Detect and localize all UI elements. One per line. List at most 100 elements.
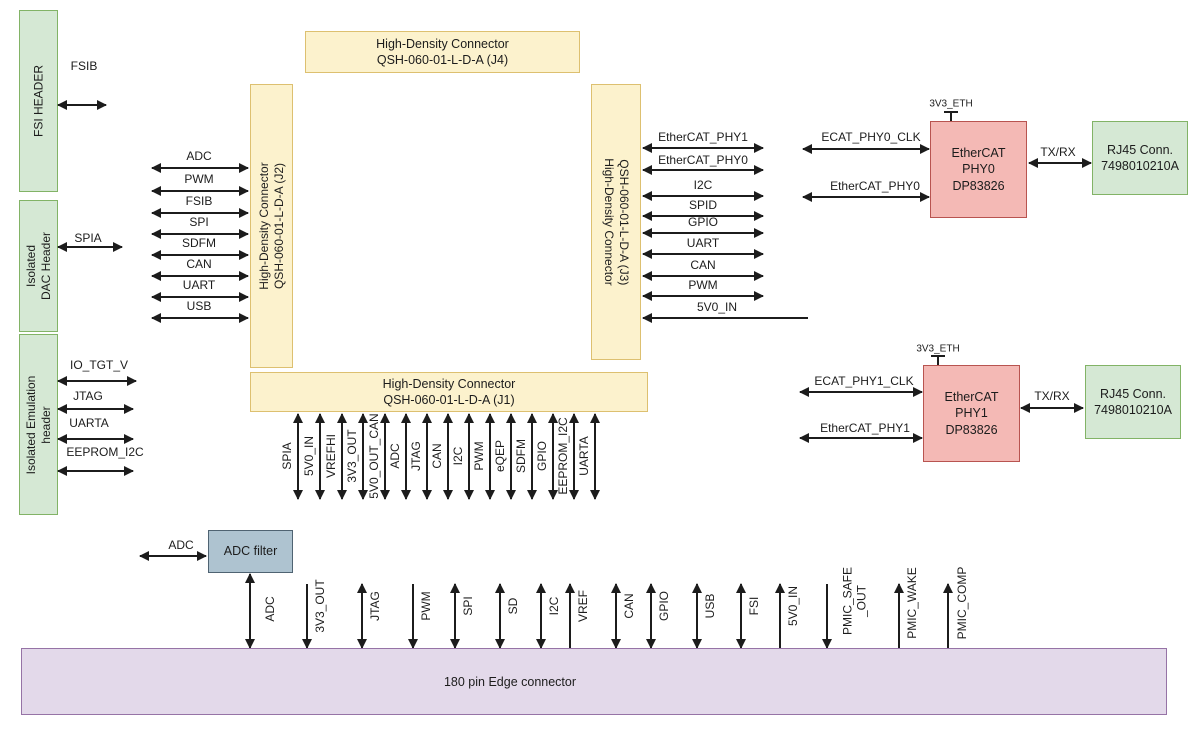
isolated-dac-header-box: Isolated DAC Header [19,200,58,332]
j2-signal-sdfm: SDFM [182,236,216,250]
j2-arrow-spi [151,229,249,239]
j1-arrow-i2c [464,413,474,500]
edge-arrow-i2c [536,583,546,649]
j2-signal-pwm: PWM [184,172,214,186]
j3-signal-uart: UART [686,236,720,250]
edge-signal-3v3-out: 3V3_OUT [313,579,327,633]
edge-arrow-sd [495,583,505,649]
io-tgt-v-arrow [57,376,137,386]
edge-signal-pmic-safe-out: PMIC_SAFE _OUT [840,566,869,636]
j2-arrow-can [151,271,249,281]
phy0-txrx-label: TX/RX [1040,145,1076,159]
j3-signal-can: CAN [690,258,716,272]
jtag-emulation-label: JTAG [73,389,103,403]
j1-arrow-sdfm [527,413,537,500]
uarta-emulation-arrow [57,434,134,444]
jtag-emulation-arrow [57,404,134,414]
j3-arrow-ethercat-phy0 [642,165,764,175]
edge-arrow-spi [450,583,460,649]
adc-edge-label: ADC [263,596,277,622]
j1-arrow-5v0-in [315,413,325,500]
j3-arrow-ethercat-phy1 [642,143,764,153]
edge-connector-label: 180 pin Edge connector [443,675,577,689]
j1-signal-pwm: PWM [472,441,486,471]
adc-filter-box: ADC filter [208,530,293,573]
eeprom-i2c-label: EEPROM_I2C [66,445,144,459]
edge-signal-can: CAN [622,593,636,619]
ecat-phy0-clk-label: ECAT_PHY0_CLK [821,130,921,144]
phy1-power-rail-label: 3V3_ETH [916,343,960,355]
j2-signal-fsib: FSIB [185,194,213,208]
connector-j4-box: High-Density Connector QSH-060-01-L-D-A … [305,31,580,73]
edge-signal-spi: SPI [461,596,475,616]
j3-arrow-can [642,271,764,281]
fsib-signal-label: FSIB [70,59,98,73]
j1-signal-gpio: GPIO [535,440,549,472]
edge-arrow-5v0-in [775,583,785,648]
j2-arrow-fsib [151,208,249,218]
j1-arrow-eqep [506,413,516,500]
j1-arrow-jtag [422,413,432,500]
j3-arrow-spid [642,211,764,221]
j3-signal-ethercat-phy0: EtherCAT_PHY0 [658,153,748,167]
edge-signal-jtag: JTAG [368,591,382,621]
j1-arrow-can [443,413,453,500]
j1-signal-i2c: I2C [451,446,465,466]
edge-arrow-3v3-out [302,584,312,649]
edge-arrow-vref [565,583,575,648]
edge-signal-fsi: FSI [747,596,761,616]
phy1-power-stem [937,355,939,365]
ecat-phy1-clk-label: ECAT_PHY1_CLK [814,374,914,388]
edge-signal-vref: VREF [576,589,590,623]
spia-signal-label: SPIA [74,231,102,245]
j1-signal-eqep: eQEP [493,439,507,473]
connector-j4-title: High-Density Connector [376,36,509,51]
j3-arrow-i2c [642,191,764,201]
j1-arrow-adc [401,413,411,500]
edge-signal-i2c: I2C [547,596,561,616]
j3-signal-ethercat-phy1: EtherCAT_PHY1 [658,130,748,144]
edge-arrow-fsi [736,583,746,649]
phy0-rj45-box: RJ45 Conn. 7498010210A [1092,121,1188,195]
connector-j3-box: High-Density Connector QSH-060-01-L-D-A … [591,84,641,360]
fsi-header-label: FSI HEADER [31,64,45,138]
edge-signal-pmic-wake: PMIC_WAKE [905,567,919,639]
uarta-emulation-label: UARTA [69,416,109,430]
connector-j2-box: High-Density Connector QSH-060-01-L-D-A … [250,84,293,368]
connector-j1-box: High-Density Connector QSH-060-01-L-D-A … [250,372,648,412]
ethercat-phy1-arrow [799,433,923,443]
j1-arrow-spia [293,413,303,500]
adc-filter-input-label: ADC [168,538,194,552]
io-tgt-v-label: IO_TGT_V [69,358,129,372]
j3-arrow-5v0-in [642,313,808,323]
ethercat-phy1-label: EtherCAT_PHY1 [820,421,910,435]
spia-arrow [57,242,123,252]
fsi-header-box: FSI HEADER [19,10,58,192]
edge-arrow-pmic-comp [943,583,953,648]
fsib-arrow [57,100,107,110]
connector-j1-title: High-Density Connector [382,376,516,391]
phy0-power-stem [950,111,952,121]
j1-signal-sdfm: SDFM [514,439,528,473]
j3-signal-spid: SPID [688,198,718,212]
j2-signal-usb: USB [186,299,212,313]
phy1-txrx-label: TX/RX [1034,389,1070,403]
phy1-rj45-box: RJ45 Conn. 7498010210A [1085,365,1181,439]
connector-j2-label: High-Density Connector QSH-060-01-L-D-A … [256,162,286,290]
edge-signal-sd: SD [506,597,520,615]
j2-arrow-usb [151,313,249,323]
j1-arrow-uarta [590,413,600,500]
j1-arrow-5v0-out-can [380,413,390,500]
adc-edge-arrow [245,573,255,649]
ecat-phy0-clk-arrow [802,144,930,154]
j2-signal-spi: SPI [189,215,209,229]
j1-arrow-vrefhi [337,413,347,500]
edge-arrow-pwm [408,584,418,649]
j1-signal-eeprom-i2c: EEPROM_I2C [556,417,570,495]
j1-arrow-3v3-out [358,413,368,500]
j2-signal-can: CAN [186,257,212,271]
phy1-chip-box: EtherCAT PHY1 DP83826 [923,365,1020,462]
edge-signal-5v0-in: 5V0_IN [786,585,800,627]
j1-signal-vrefhi: VREFHI [324,433,338,479]
